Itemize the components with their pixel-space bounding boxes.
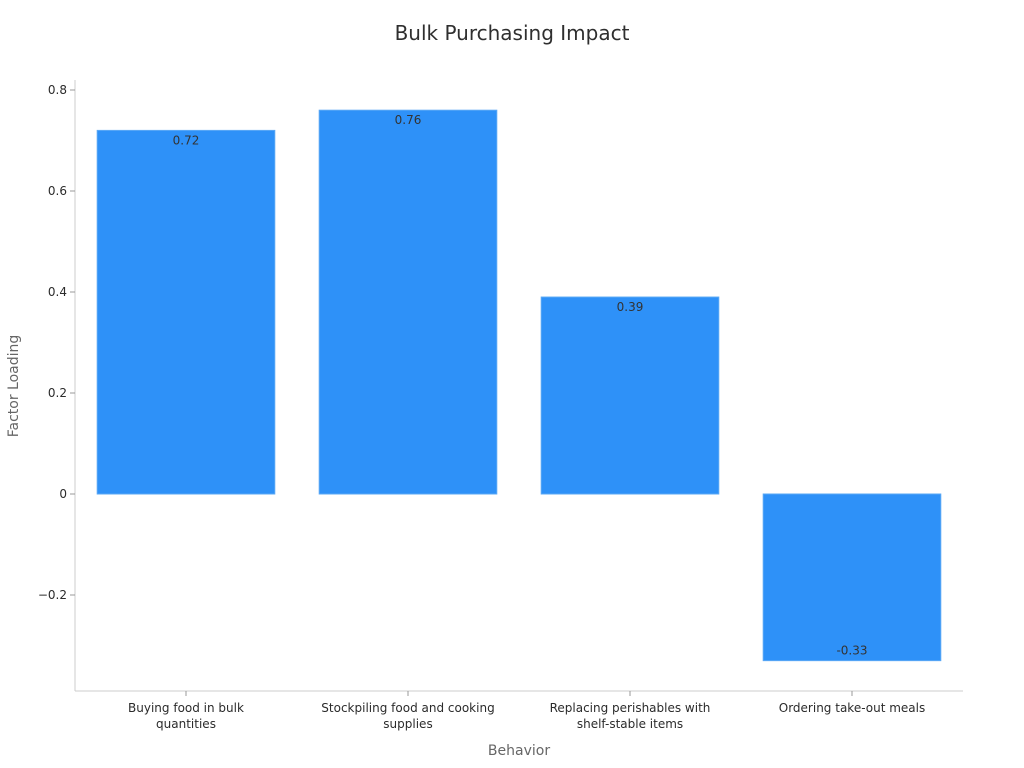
y-tick-label: −0.2	[38, 588, 67, 602]
data-label: 0.72	[173, 133, 200, 147]
x-axis-title: Behavior	[488, 743, 550, 759]
data-labels-group: 0.72 0.76 0.39 -0.33	[173, 113, 868, 657]
x-tick-label: Stockpiling food and cooking supplies	[321, 701, 494, 731]
bars-group	[96, 109, 942, 662]
y-tick-label: 0.2	[48, 386, 67, 400]
y-tick-label: 0.6	[48, 184, 67, 198]
x-axis: Buying food in bulk quantities Stockpiling…	[75, 690, 963, 731]
y-tick-label: 0.8	[48, 83, 67, 97]
y-tick-label: 0.4	[48, 285, 67, 299]
bar	[762, 493, 942, 662]
x-tick-label: Replacing perishables with shelf-stable i…	[550, 701, 711, 731]
y-axis-title: Factor Loading	[6, 335, 22, 438]
data-label: 0.39	[617, 300, 644, 314]
y-axis: −0.2 0 0.2 0.4 0.6 0.8	[38, 80, 76, 691]
data-label: 0.76	[395, 113, 422, 127]
data-label: -0.33	[836, 644, 867, 658]
chart-title: Bulk Purchasing Impact	[395, 21, 630, 45]
bar	[540, 296, 720, 495]
x-tick-label: Ordering take-out meals	[779, 701, 925, 715]
bar	[96, 129, 276, 495]
x-tick-label: Buying food in bulk quantities	[128, 701, 244, 731]
y-tick-label: 0	[59, 487, 67, 501]
bar	[318, 109, 498, 495]
